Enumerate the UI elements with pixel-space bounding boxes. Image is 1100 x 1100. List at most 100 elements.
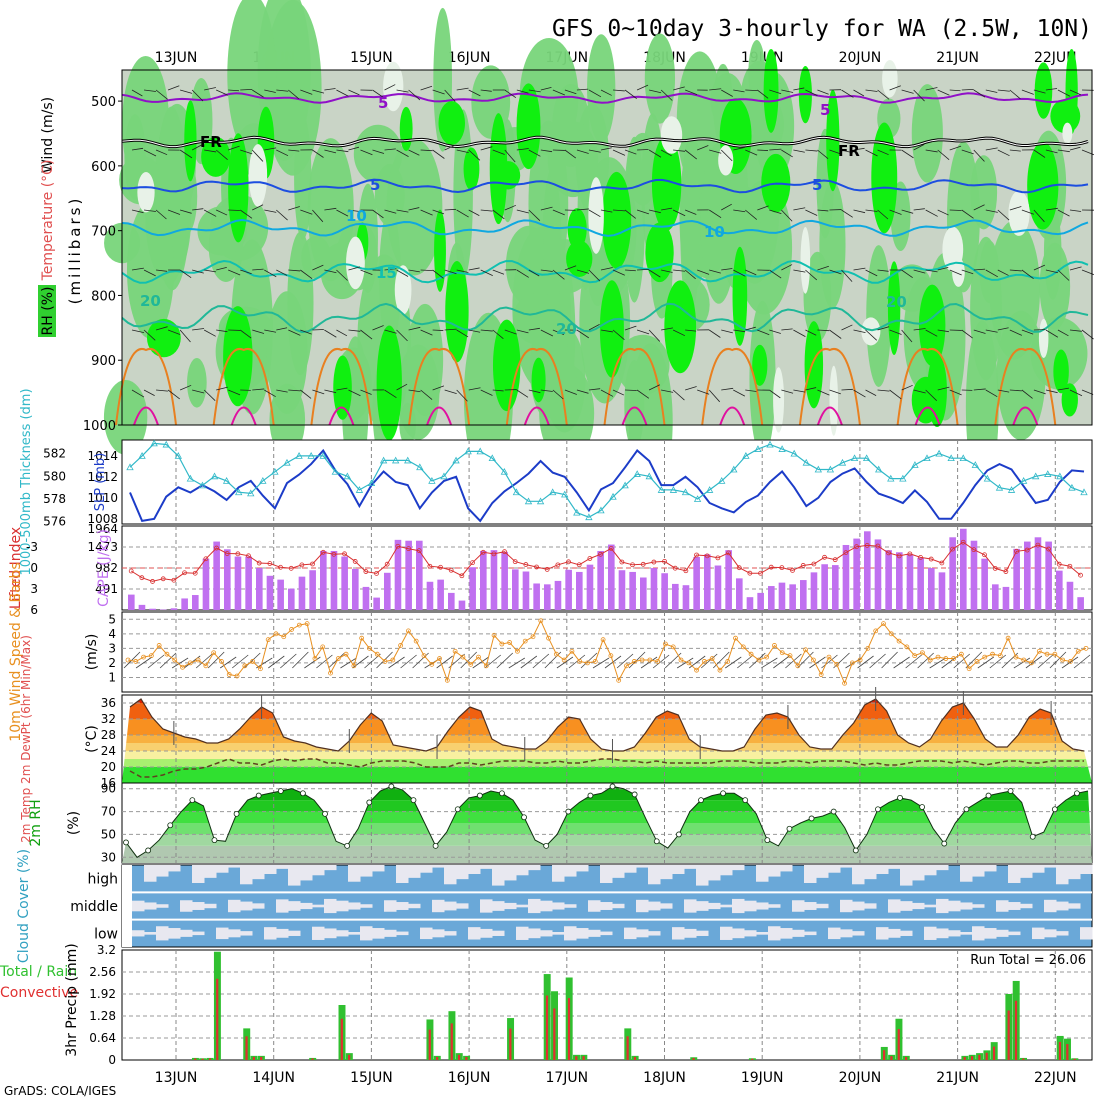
cloud-left-edge — [122, 865, 132, 947]
lifted-index-marker — [1046, 546, 1051, 552]
cloud-gap — [324, 928, 337, 939]
thickness-marker — [1019, 477, 1028, 484]
cloud-gap — [660, 903, 673, 909]
cloud-gap — [840, 899, 853, 913]
wind-barb — [817, 265, 829, 271]
cape-bar — [981, 558, 988, 610]
cloud-gap — [324, 898, 337, 914]
cape-bar — [746, 597, 754, 610]
wind10m-barb — [460, 651, 477, 669]
wind-barb — [648, 209, 661, 214]
wind-barb — [204, 149, 217, 153]
temp2m-line — [129, 698, 1085, 752]
wind-barb — [504, 89, 517, 99]
wind-barb — [661, 389, 674, 393]
cloud-gap — [1008, 931, 1021, 936]
rh2m-marker — [145, 847, 152, 854]
wind10m-barb — [1073, 654, 1091, 669]
wind10m-marker — [320, 644, 326, 650]
wind10m-barb — [737, 654, 754, 669]
rh2m-tick: 50 — [101, 827, 116, 841]
cape-bar — [661, 573, 668, 610]
cloud-gap — [840, 865, 853, 868]
wind10m-barb — [989, 654, 1007, 669]
wind-barb — [841, 269, 853, 282]
wind-barb — [516, 329, 529, 334]
cape-bar — [608, 544, 615, 610]
cloud-gap — [1032, 927, 1045, 940]
thickness-marker — [657, 486, 666, 493]
rh2m-marker — [1051, 806, 1058, 813]
cloud-gap — [540, 930, 553, 937]
wind-barb — [913, 144, 925, 151]
wind10m-barb — [977, 656, 995, 669]
temp2m-panel: 36 32 28 24 20 16 2m Temp 2m DewPt (6hr Min/M… — [19, 635, 1093, 843]
cloud-gap — [564, 904, 577, 908]
wind-barb — [540, 269, 553, 272]
precip-tick: 1.92 — [89, 987, 116, 1001]
wind10m-marker — [592, 659, 598, 664]
cloud-gap — [432, 929, 445, 938]
wind-barb — [264, 269, 277, 278]
wind-barb — [384, 329, 397, 334]
contour-5c — [121, 178, 1089, 194]
cloud-gap — [492, 930, 505, 936]
cloud-gap — [528, 865, 541, 871]
temp-band — [122, 759, 1092, 767]
thickness-marker — [730, 465, 738, 473]
cape-bar — [778, 582, 786, 610]
wind-barb — [781, 89, 794, 93]
wind-barb — [1069, 209, 1082, 212]
cloud-row-label: middle — [70, 899, 118, 915]
rh-bright-area — [567, 208, 587, 250]
cape-bar — [800, 580, 807, 610]
wind10m-barb — [580, 652, 598, 669]
wind10m-marker — [779, 650, 785, 656]
rh-band — [122, 788, 1092, 801]
wind10m-barb — [1025, 655, 1043, 669]
pressure-tick-label: 600 — [91, 160, 116, 175]
wind-barb — [733, 89, 745, 93]
wind-barb — [564, 149, 577, 159]
cloud-gap — [144, 902, 157, 910]
cloud-gap — [636, 899, 649, 913]
cloud-gap — [192, 931, 205, 936]
cloud-gap — [252, 865, 265, 880]
rh2m-marker — [255, 792, 262, 799]
thickness-marker — [995, 483, 1004, 491]
wind10m-marker — [452, 648, 458, 654]
cloud-gap — [984, 865, 997, 872]
contour-25c — [896, 347, 959, 426]
cape-bar — [458, 600, 466, 610]
wind10m-barb — [376, 651, 393, 669]
cloud-gap — [1056, 931, 1069, 936]
wind10m-marker — [701, 659, 707, 664]
wind-barb — [492, 209, 505, 220]
wind-barb — [408, 149, 420, 156]
wind-barb — [913, 269, 926, 274]
thickness-marker — [488, 454, 496, 462]
wind-barb — [131, 389, 145, 398]
wind-barb — [697, 145, 709, 151]
wind-barb — [937, 209, 949, 216]
cape-bar — [757, 592, 764, 610]
lifted-index-marker — [224, 551, 230, 556]
wind-barb — [708, 329, 721, 338]
thickness-marker — [633, 470, 641, 477]
wind-barb — [769, 329, 781, 334]
wind-barb — [492, 269, 505, 275]
wind-barb — [348, 266, 361, 271]
rh-pale-area — [718, 145, 734, 176]
cloud-gap — [600, 865, 613, 884]
wind10m-marker — [733, 635, 738, 641]
wind-barb — [300, 209, 313, 215]
rh-pale-area — [800, 226, 811, 294]
wind10m-marker — [740, 644, 746, 650]
wind-barb — [528, 327, 540, 331]
precip-axis-label: 3hr Precip (mm) — [64, 943, 80, 1056]
cloud-gap — [936, 898, 949, 914]
wind-barb — [420, 269, 433, 272]
cape-bar — [522, 571, 530, 610]
wind10m-tick: 3 — [108, 641, 116, 655]
